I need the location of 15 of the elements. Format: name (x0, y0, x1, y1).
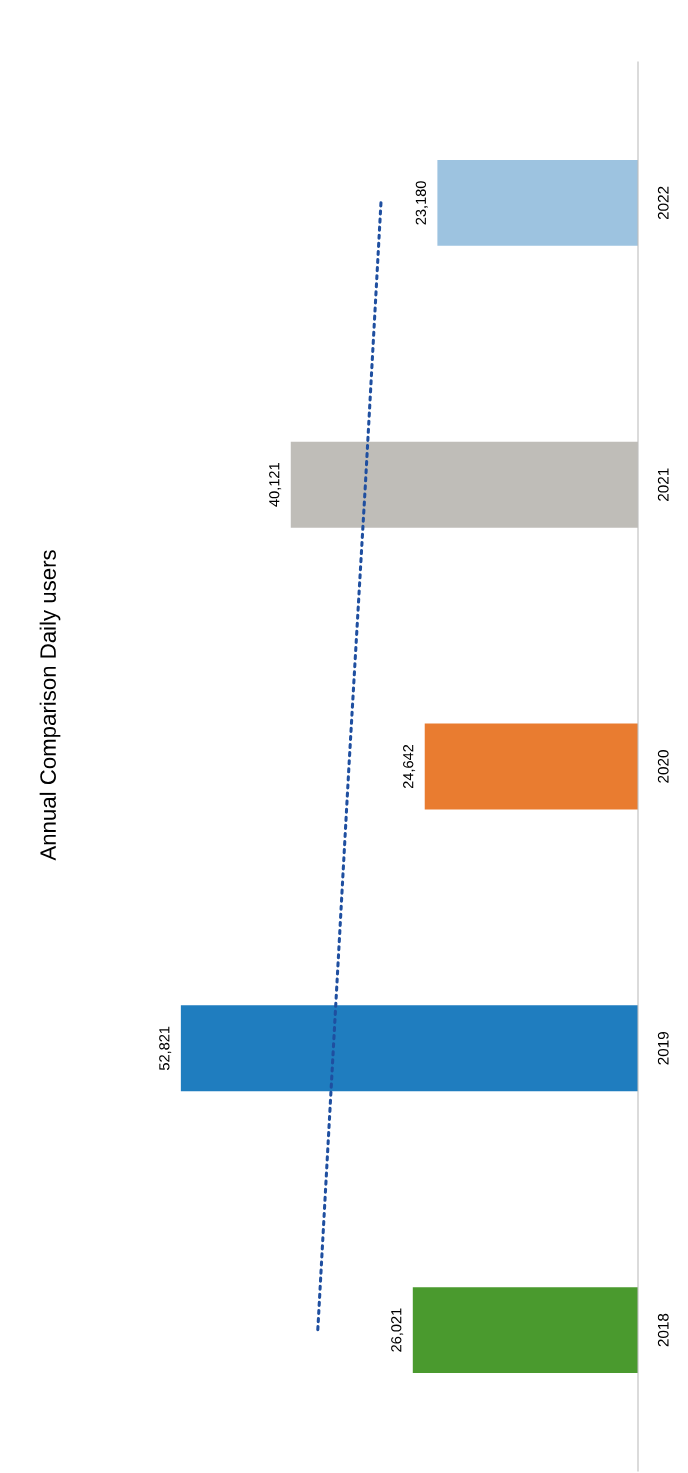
bar (412, 1287, 638, 1374)
text: Annual Comparison Daily users (39, 550, 61, 861)
bar (180, 1005, 638, 1092)
data-label: 23,180 (415, 181, 428, 225)
data-label: 24,642 (403, 744, 416, 789)
y-tick-label: 2021 (657, 468, 669, 501)
data-label: 52,821 (159, 1026, 172, 1071)
y-tick-label: 2019 (657, 1032, 669, 1065)
y-tick-label: 2018 (657, 1313, 669, 1347)
data-label: 40,121 (269, 463, 282, 507)
bar (437, 159, 638, 246)
y-tick-label: 2022 (657, 186, 669, 220)
data-label: 26,021 (391, 1308, 404, 1352)
bar (424, 723, 638, 810)
y-tick-label: 2020 (657, 750, 669, 783)
